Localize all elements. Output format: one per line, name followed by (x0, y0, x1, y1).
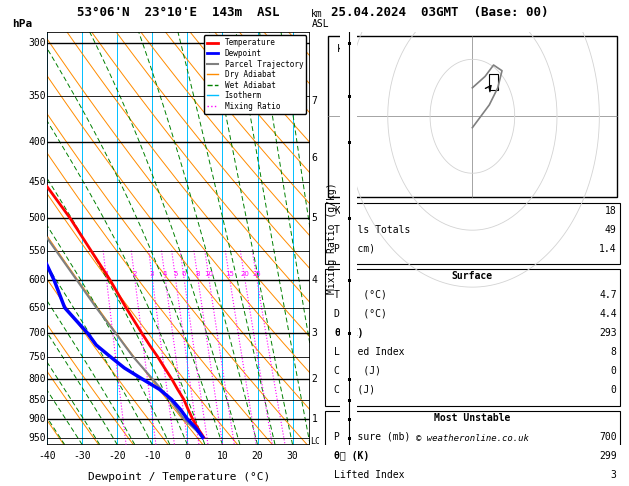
Text: -10: -10 (143, 451, 161, 461)
Text: -40: -40 (38, 451, 56, 461)
Text: 400: 400 (28, 137, 46, 147)
Text: -20: -20 (108, 451, 126, 461)
Text: 4.4: 4.4 (599, 309, 616, 319)
Text: 8: 8 (196, 272, 200, 278)
Bar (325, 203, 620, 264)
Text: CIN (J): CIN (J) (334, 385, 376, 395)
Text: 8: 8 (611, 347, 616, 357)
Text: Temp (°C): Temp (°C) (334, 290, 387, 300)
Text: 950: 950 (28, 433, 46, 443)
Text: Mixing Ratio (g/kg): Mixing Ratio (g/kg) (327, 182, 337, 294)
Text: CAPE (J): CAPE (J) (334, 366, 381, 376)
Text: 1: 1 (104, 272, 108, 278)
Text: 299: 299 (599, 451, 616, 461)
Text: km
ASL: km ASL (311, 9, 329, 29)
Text: θᴇ(K): θᴇ(K) (334, 328, 364, 338)
Text: 20: 20 (252, 451, 264, 461)
Bar (325, 269, 620, 406)
Text: 30: 30 (287, 451, 298, 461)
Text: 7: 7 (311, 96, 317, 106)
Text: -30: -30 (74, 451, 91, 461)
Text: 450: 450 (28, 177, 46, 187)
Legend: Temperature, Dewpoint, Parcel Trajectory, Dry Adiabat, Wet Adiabat, Isotherm, Mi: Temperature, Dewpoint, Parcel Trajectory… (204, 35, 306, 114)
Text: 5: 5 (311, 213, 317, 223)
Text: 10: 10 (204, 272, 213, 278)
Text: 49: 49 (605, 225, 616, 235)
Text: 6: 6 (311, 153, 317, 163)
Text: 6: 6 (182, 272, 186, 278)
Text: 20: 20 (240, 272, 249, 278)
Text: Pressure (mb): Pressure (mb) (334, 432, 411, 442)
Text: Dewp (°C): Dewp (°C) (334, 309, 387, 319)
Text: kt: kt (337, 44, 349, 54)
Text: 293: 293 (599, 328, 616, 338)
Text: 800: 800 (28, 374, 46, 384)
Text: Lifted Index: Lifted Index (334, 347, 404, 357)
Text: hPa: hPa (13, 19, 33, 29)
Text: 900: 900 (28, 414, 46, 424)
Text: 15: 15 (225, 272, 234, 278)
Text: θᴇ (K): θᴇ (K) (334, 451, 369, 461)
Text: © weatheronline.co.uk: © weatheronline.co.uk (416, 434, 529, 443)
Text: 1.4: 1.4 (599, 243, 616, 254)
Text: 500: 500 (28, 213, 46, 223)
Text: 1: 1 (311, 414, 317, 424)
Text: 18: 18 (605, 206, 616, 215)
Text: 3: 3 (311, 328, 317, 338)
Text: 300: 300 (28, 38, 46, 48)
Text: Totals Totals: Totals Totals (334, 225, 411, 235)
Text: 3: 3 (611, 470, 616, 480)
Text: 750: 750 (28, 352, 46, 362)
Text: 2: 2 (133, 272, 136, 278)
Text: 600: 600 (28, 276, 46, 285)
Text: 4: 4 (311, 276, 317, 285)
Text: 4.7: 4.7 (599, 290, 616, 300)
Text: 700: 700 (599, 432, 616, 442)
Text: Surface: Surface (452, 271, 493, 281)
Text: 10: 10 (216, 451, 228, 461)
Text: 0: 0 (611, 385, 616, 395)
Text: Lifted Index: Lifted Index (334, 470, 404, 480)
Text: 350: 350 (28, 91, 46, 101)
Text: 0: 0 (611, 366, 616, 376)
Text: PW (cm): PW (cm) (334, 243, 376, 254)
Text: 650: 650 (28, 303, 46, 312)
Bar (489, 74, 498, 90)
Text: 25.04.2024  03GMT  (Base: 00): 25.04.2024 03GMT (Base: 00) (331, 6, 549, 19)
Text: 850: 850 (28, 395, 46, 404)
Text: 5: 5 (173, 272, 177, 278)
Text: Dewpoint / Temperature (°C): Dewpoint / Temperature (°C) (87, 471, 270, 482)
Text: K: K (334, 206, 340, 215)
Text: 4: 4 (163, 272, 167, 278)
Text: 25: 25 (252, 272, 261, 278)
Text: 3: 3 (150, 272, 154, 278)
Text: 0: 0 (184, 451, 191, 461)
Text: Most Unstable: Most Unstable (434, 413, 511, 423)
Bar (328, 35, 616, 197)
Text: LCL: LCL (311, 436, 326, 446)
Bar (325, 411, 620, 486)
Text: 700: 700 (28, 328, 46, 338)
Text: 550: 550 (28, 245, 46, 256)
Text: 53°06'N  23°10'E  143m  ASL: 53°06'N 23°10'E 143m ASL (77, 6, 280, 19)
Text: 2: 2 (311, 374, 317, 384)
